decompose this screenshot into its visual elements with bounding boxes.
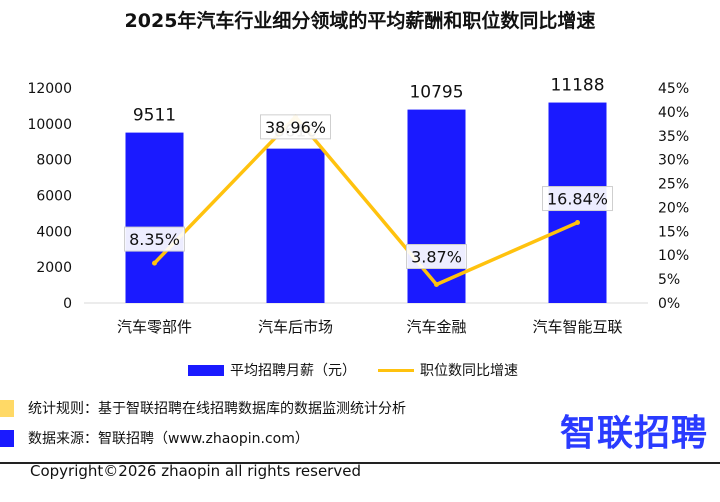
- footer-divider: [0, 462, 720, 464]
- line-value-label: 3.87%: [411, 248, 462, 267]
- rule-text: 统计规则：基于智联招聘在线招聘数据库的数据监测统计分析: [28, 401, 406, 417]
- chart-title: 2025年汽车行业细分领域的平均薪酬和职位数同比增速: [124, 10, 596, 32]
- legend-bar-label: 平均招聘月薪（元）: [230, 363, 356, 379]
- y-left-tick-label: 8000: [36, 153, 72, 169]
- legend: 平均招聘月薪（元） 职位数同比增速: [188, 360, 518, 380]
- y-right-tick-label: 40%: [658, 105, 689, 121]
- copyright: Copyright©2026 zhaopin all rights reserv…: [30, 462, 361, 480]
- combo-chart: 0 2000 4000 6000 8000 10000 12000 0% 5% 10% 15% 20%…: [27, 76, 689, 336]
- legend-line-label: 职位数同比增速: [420, 363, 518, 379]
- bar: [266, 148, 325, 303]
- line-label-box: [260, 114, 331, 140]
- growth-line: [153, 115, 579, 287]
- x-category-label: 汽车后市场: [258, 318, 333, 336]
- y-right-tick-label: 35%: [658, 129, 689, 145]
- line-point: [575, 220, 580, 226]
- y-right-tick-label: 0%: [658, 296, 680, 312]
- bar: [125, 132, 184, 303]
- bar-value-label: 10795: [409, 83, 463, 103]
- y-left-tick-label: 10000: [27, 117, 72, 133]
- y-left-tick-label: 2000: [36, 260, 72, 276]
- rule-note: 统计规则：基于智联招聘在线招聘数据库的数据监测统计分析: [0, 398, 406, 418]
- source-text: 数据来源：智联招聘（www.zhaopin.com）: [28, 431, 309, 447]
- source-marker: [0, 429, 14, 447]
- bar-value-label: 9511: [133, 106, 176, 126]
- source-note: 数据来源：智联招聘（www.zhaopin.com）: [0, 428, 309, 448]
- line-value-label: 38.96%: [265, 118, 326, 137]
- line-value-label: 16.84%: [547, 190, 608, 209]
- line-value-label: 8.35%: [129, 230, 180, 249]
- line-label-box: [124, 226, 185, 252]
- y-right-tick-label: 15%: [658, 224, 689, 240]
- bar-value-label: 11188: [550, 76, 604, 96]
- y-right-tick-label: 5%: [658, 272, 680, 288]
- bar: [407, 109, 466, 303]
- legend-line-swatch: [378, 368, 414, 372]
- line-label-box: [542, 186, 613, 212]
- zhaopin-logo: 智联招聘: [559, 413, 708, 454]
- line-point: [152, 260, 157, 266]
- y-left-tick-label: 0: [63, 296, 72, 312]
- legend-bar-swatch: [188, 364, 224, 376]
- y-left-tick-label: 4000: [36, 224, 72, 240]
- y-right-tick-label: 10%: [658, 248, 689, 264]
- x-category-label: 汽车零部件: [117, 318, 192, 336]
- y-right-tick-label: 25%: [658, 177, 689, 193]
- y-right-tick-label: 20%: [658, 200, 689, 216]
- y-right-tick-label: 45%: [658, 81, 689, 97]
- y-right-tick-label: 30%: [658, 153, 689, 169]
- y-left-tick-label: 12000: [27, 81, 72, 97]
- line-label-box: [406, 244, 467, 270]
- x-category-label: 汽车金融: [406, 318, 466, 336]
- line-point: [434, 282, 439, 288]
- x-category-label: 汽车智能互联: [532, 318, 622, 336]
- rule-marker: [0, 399, 14, 417]
- y-left-tick-label: 6000: [36, 189, 72, 205]
